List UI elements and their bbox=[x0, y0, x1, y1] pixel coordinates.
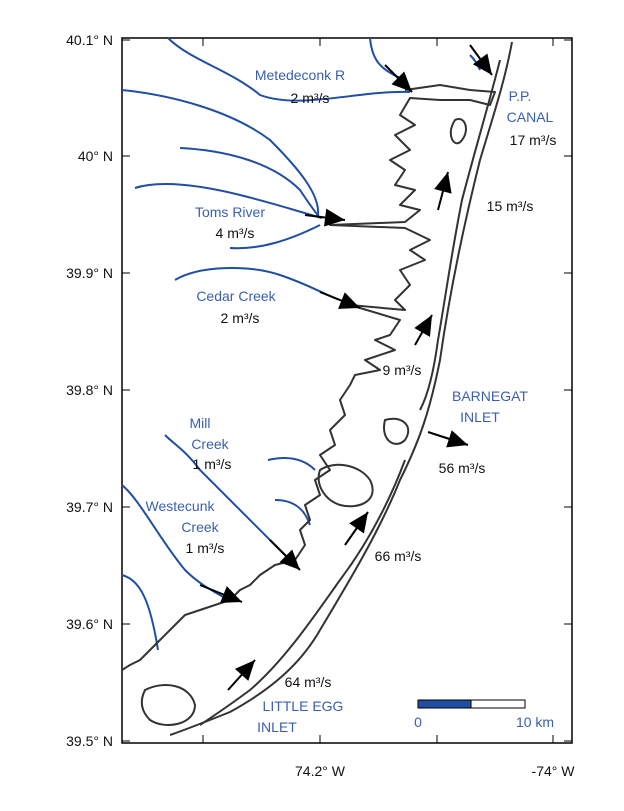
marsh-islands bbox=[383, 417, 410, 445]
river bbox=[121, 574, 159, 651]
river bbox=[121, 89, 320, 216]
river bbox=[134, 183, 323, 219]
scale-end: 10 km bbox=[516, 714, 554, 730]
mainland-shore bbox=[121, 84, 496, 671]
scale-start: 0 bbox=[414, 714, 422, 730]
arrow-head bbox=[391, 71, 412, 92]
flow-label: 64 m³/s bbox=[285, 674, 332, 690]
marsh-islands bbox=[140, 684, 196, 726]
barrier-island-inner bbox=[419, 59, 501, 411]
place-label: P.P. bbox=[509, 88, 532, 104]
lat-label: 40° N bbox=[78, 148, 113, 164]
flow-label: 1 m³/s bbox=[193, 456, 232, 472]
marsh-islands bbox=[449, 118, 467, 145]
place-label: Toms River bbox=[195, 204, 265, 220]
flow-label: 66 m³/s bbox=[375, 548, 422, 564]
lon-label: 74.2° W bbox=[295, 763, 346, 779]
place-label: Creek bbox=[181, 519, 219, 535]
flow-label: 1 m³/s bbox=[186, 540, 225, 556]
scale-bar-light bbox=[470, 699, 526, 709]
place-label: Metedeconk R bbox=[255, 67, 345, 83]
flow-label: 2 m³/s bbox=[221, 310, 260, 326]
lat-label: 39.9° N bbox=[66, 265, 113, 281]
arrow-head bbox=[349, 512, 368, 534]
frame-ticks bbox=[122, 38, 572, 743]
lat-label: 39.5° N bbox=[66, 733, 113, 749]
place-label: Creek bbox=[191, 436, 229, 452]
lat-label: 40.1° N bbox=[66, 32, 113, 48]
lon-label: -74° W bbox=[532, 763, 576, 779]
flow-label: 56 m³/s bbox=[439, 460, 486, 476]
place-label: INLET bbox=[460, 409, 500, 425]
coastline bbox=[121, 41, 513, 736]
arrow-head bbox=[220, 586, 242, 603]
river bbox=[229, 224, 321, 250]
marsh-islands bbox=[317, 463, 374, 508]
arrow-head bbox=[234, 660, 255, 681]
arrow-head bbox=[472, 53, 492, 75]
river bbox=[179, 147, 321, 219]
flow-label: 17 m³/s bbox=[510, 132, 557, 148]
place-label: Westecunk bbox=[146, 498, 216, 514]
place-label: Mill bbox=[190, 415, 211, 431]
lat-label: 39.8° N bbox=[66, 382, 113, 398]
lat-label: 39.6° N bbox=[66, 616, 113, 632]
arrow-head bbox=[324, 208, 345, 227]
barrier-island-outer bbox=[169, 41, 513, 736]
place-label: INLET bbox=[257, 719, 297, 735]
flow-label: 4 m³/s bbox=[216, 225, 255, 241]
place-label: BARNEGAT bbox=[452, 388, 528, 404]
arrow-head bbox=[414, 315, 432, 337]
arrow-head bbox=[434, 172, 452, 194]
scale-bar: 0 10 km bbox=[414, 699, 554, 730]
barrier-island-inner bbox=[199, 459, 406, 726]
river bbox=[164, 434, 291, 561]
place-label: Cedar Creek bbox=[196, 288, 276, 304]
arrow-head bbox=[338, 292, 360, 309]
flow-label: 9 m³/s bbox=[383, 362, 422, 378]
arrow-head bbox=[446, 430, 468, 448]
flow-arrows bbox=[199, 44, 493, 691]
flow-label: 15 m³/s bbox=[487, 198, 534, 214]
place-label: LITTLE EGG bbox=[263, 698, 344, 714]
river bbox=[267, 457, 316, 471]
place-label: CANAL bbox=[507, 109, 554, 125]
scale-bar-dark bbox=[417, 699, 472, 709]
flow-label: 2 m³/s bbox=[291, 90, 330, 106]
arrow-head bbox=[279, 549, 300, 570]
lat-label: 39.7° N bbox=[66, 499, 113, 515]
river bbox=[167, 37, 411, 102]
